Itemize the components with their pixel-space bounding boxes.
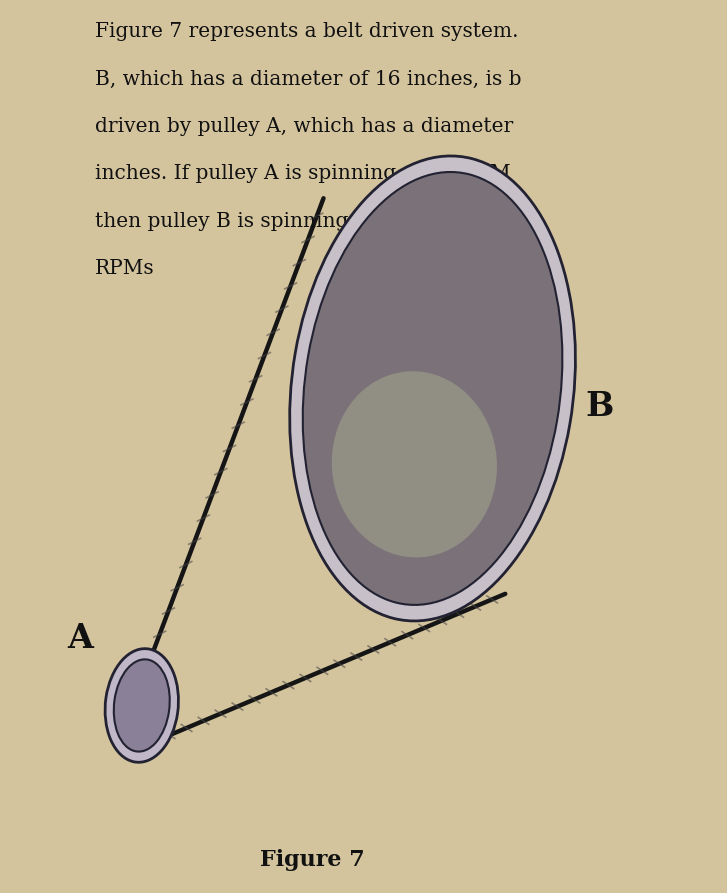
Text: B: B — [585, 390, 614, 422]
Text: inches. If pulley A is spinning at 60 RPM: inches. If pulley A is spinning at 60 RP… — [95, 164, 510, 183]
Ellipse shape — [105, 648, 178, 763]
Ellipse shape — [114, 659, 169, 752]
Text: then pulley B is spinning at _____________: then pulley B is spinning at ___________… — [95, 212, 513, 231]
Text: driven by pulley A, which has a diameter: driven by pulley A, which has a diameter — [95, 117, 513, 136]
Text: B, which has a diameter of 16 inches, is b: B, which has a diameter of 16 inches, is… — [95, 70, 521, 88]
Ellipse shape — [332, 371, 497, 557]
Ellipse shape — [302, 172, 563, 605]
Text: Figure 7: Figure 7 — [260, 848, 365, 871]
Text: A: A — [67, 622, 93, 655]
Text: Figure 7 represents a belt driven system.: Figure 7 represents a belt driven system… — [95, 22, 518, 41]
Ellipse shape — [289, 156, 576, 621]
Text: RPMs: RPMs — [95, 259, 154, 278]
